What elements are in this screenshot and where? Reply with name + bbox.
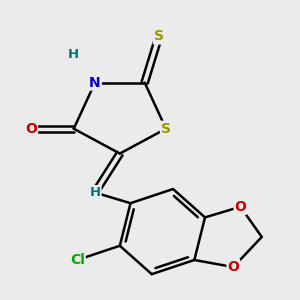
Text: O: O: [227, 260, 239, 274]
Text: S: S: [161, 122, 171, 136]
Text: N: N: [89, 76, 101, 90]
Text: H: H: [68, 48, 79, 61]
Text: H: H: [89, 186, 100, 199]
Text: O: O: [235, 200, 246, 214]
Text: Cl: Cl: [70, 253, 85, 267]
Text: O: O: [25, 122, 37, 136]
Text: S: S: [154, 29, 164, 44]
